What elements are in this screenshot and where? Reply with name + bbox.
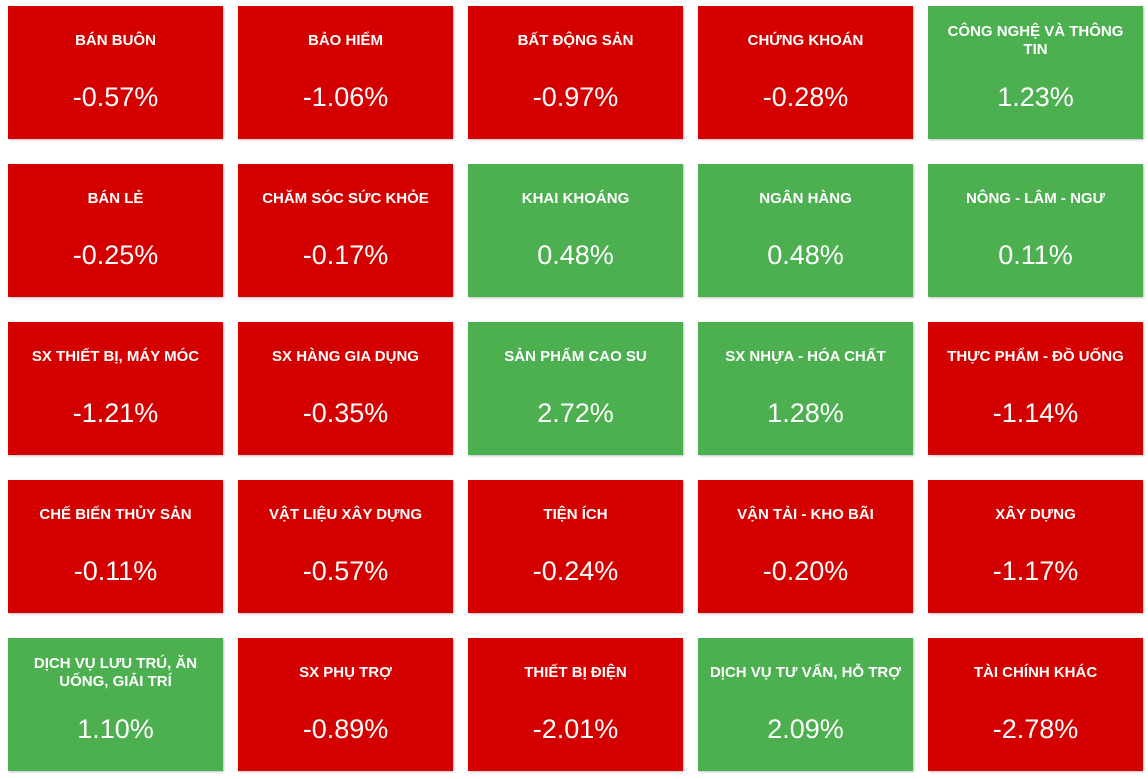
sector-name: SX PHỤ TRỢ [299, 664, 392, 681]
sector-tile: THIẾT BỊ ĐIỆN -2.01% [468, 638, 683, 771]
sector-name: SX NHỰA - HÓA CHẤT [725, 348, 886, 365]
sector-change: 1.28% [767, 398, 844, 428]
sector-name: THỰC PHẨM - ĐỒ UỐNG [947, 348, 1124, 365]
sector-change: -0.17% [302, 240, 389, 270]
sector-tile: BẤT ĐỘNG SẢN -0.97% [468, 6, 683, 139]
sector-name: NGÂN HÀNG [759, 190, 852, 207]
sector-name: BÁN BUÔN [75, 32, 156, 49]
sector-tile: KHAI KHOÁNG 0.48% [468, 164, 683, 297]
sector-name: DỊCH VỤ LƯU TRÚ, ĂN UỐNG, GIẢI TRÍ [33, 655, 198, 690]
sector-change: -0.97% [532, 82, 619, 112]
sector-tile: BÁN BUÔN -0.57% [8, 6, 223, 139]
sector-tile: CHĂM SÓC SỨC KHỎE -0.17% [238, 164, 453, 297]
sector-name: SX HÀNG GIA DỤNG [272, 348, 419, 365]
sector-name: CHẾ BIẾN THỦY SẢN [39, 506, 192, 523]
sector-tile: BẢO HIỂM -1.06% [238, 6, 453, 139]
sector-tile: TÀI CHÍNH KHÁC -2.78% [928, 638, 1143, 771]
sector-tile: SX THIẾT BỊ, MÁY MÓC -1.21% [8, 322, 223, 455]
sector-name: BẢO HIỂM [308, 32, 383, 49]
sector-name: DỊCH VỤ TƯ VẤN, HỖ TRỢ [709, 664, 902, 681]
sector-change: 0.48% [537, 240, 614, 270]
sector-name: CÔNG NGHỆ VÀ THÔNG TIN [947, 23, 1124, 58]
sector-tile: VẬN TẢI - KHO BÃI -0.20% [698, 480, 913, 613]
sector-change: -1.21% [72, 398, 159, 428]
sector-change: -0.35% [302, 398, 389, 428]
sector-change: -0.28% [762, 82, 849, 112]
sector-tile: BÁN LẺ -0.25% [8, 164, 223, 297]
sector-name: CHỨNG KHOÁN [747, 32, 864, 49]
sector-tile: CÔNG NGHỆ VÀ THÔNG TIN 1.23% [928, 6, 1143, 139]
sector-change: -1.14% [992, 398, 1079, 428]
sector-change: -0.89% [302, 714, 389, 744]
sector-change: 0.11% [998, 240, 1073, 270]
sector-name: VẬN TẢI - KHO BÃI [737, 506, 874, 523]
sector-tile: NÔNG - LÂM - NGƯ 0.11% [928, 164, 1143, 297]
sector-change: -0.25% [72, 240, 159, 270]
sector-tile: DỊCH VỤ TƯ VẤN, HỖ TRỢ 2.09% [698, 638, 913, 771]
sector-tile: VẬT LIỆU XÂY DỰNG -0.57% [238, 480, 453, 613]
sector-tile: SẢN PHẨM CAO SU 2.72% [468, 322, 683, 455]
sector-change: -2.01% [532, 714, 619, 744]
sector-name: BÁN LẺ [87, 190, 144, 207]
sector-name: XÂY DỰNG [995, 506, 1076, 523]
sector-change: -0.11% [73, 556, 158, 586]
sector-tile: DỊCH VỤ LƯU TRÚ, ĂN UỐNG, GIẢI TRÍ 1.10% [8, 638, 223, 771]
sector-change: -0.57% [302, 556, 389, 586]
sector-tile: SX HÀNG GIA DỤNG -0.35% [238, 322, 453, 455]
sector-tile: CHẾ BIẾN THỦY SẢN -0.11% [8, 480, 223, 613]
sector-change: -1.17% [992, 556, 1079, 586]
sector-name: TIỆN ÍCH [543, 506, 608, 523]
sector-name: SẢN PHẨM CAO SU [504, 348, 647, 365]
sector-change: 2.09% [767, 714, 844, 744]
sector-name: SX THIẾT BỊ, MÁY MÓC [31, 348, 200, 365]
sector-tile: CHỨNG KHOÁN -0.28% [698, 6, 913, 139]
sector-change: -0.57% [72, 82, 159, 112]
sector-change: -0.20% [762, 556, 849, 586]
sector-change: 0.48% [767, 240, 844, 270]
sector-name: VẬT LIỆU XÂY DỰNG [268, 506, 423, 523]
sector-tile: XÂY DỰNG -1.17% [928, 480, 1143, 613]
sector-change: -1.06% [302, 82, 389, 112]
sector-name: KHAI KHOÁNG [521, 190, 630, 207]
sector-tile: TIỆN ÍCH -0.24% [468, 480, 683, 613]
sector-name: NÔNG - LÂM - NGƯ [965, 190, 1106, 207]
sector-change: -0.24% [532, 556, 619, 586]
sector-change: 2.72% [537, 398, 614, 428]
sector-tile: SX PHỤ TRỢ -0.89% [238, 638, 453, 771]
sector-name: CHĂM SÓC SỨC KHỎE [262, 190, 429, 207]
sector-name: BẤT ĐỘNG SẢN [517, 32, 634, 49]
sector-change: -2.78% [992, 714, 1079, 744]
sector-change: 1.23% [997, 82, 1074, 112]
sector-tile: NGÂN HÀNG 0.48% [698, 164, 913, 297]
sector-change: 1.10% [77, 714, 154, 744]
sector-tile: SX NHỰA - HÓA CHẤT 1.28% [698, 322, 913, 455]
sector-tile: THỰC PHẨM - ĐỒ UỐNG -1.14% [928, 322, 1143, 455]
sector-name: THIẾT BỊ ĐIỆN [524, 664, 627, 681]
sector-name: TÀI CHÍNH KHÁC [973, 664, 1098, 681]
